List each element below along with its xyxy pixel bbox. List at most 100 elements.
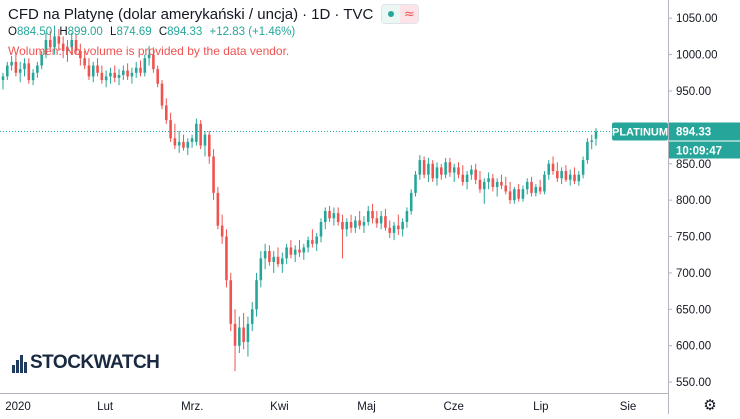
price-tick-label: 650.00 [676, 304, 711, 316]
low-value: 874.69 [116, 26, 152, 38]
candle-body [306, 240, 310, 248]
candle-body [134, 67, 138, 73]
candle-body [427, 163, 430, 175]
candle-body [440, 167, 443, 175]
candle-body [126, 70, 129, 77]
candle-body [594, 131, 598, 139]
countdown-bg [669, 141, 740, 159]
candle-body [543, 174, 546, 192]
candle-body [190, 138, 194, 142]
candle-body [508, 191, 512, 201]
candle-body [418, 160, 422, 175]
candle-body [1, 76, 5, 81]
price-tick-label: 550.00 [676, 377, 711, 389]
candle-body [435, 167, 439, 179]
candle-body [328, 211, 331, 219]
candle-body [405, 211, 409, 222]
candle-body [538, 187, 542, 192]
market-status-pill[interactable]: ≈ [381, 4, 420, 24]
high-key: H [59, 26, 68, 38]
candle-body [577, 174, 581, 182]
symbol-tag-label: PLATINUM [612, 126, 668, 138]
candle-body [272, 256, 276, 262]
separator: · [302, 5, 308, 23]
candle-body [246, 323, 250, 343]
candle-body [250, 309, 254, 324]
candle-body [31, 72, 35, 81]
time-tick-label: Lut [97, 401, 114, 413]
interval-label[interactable]: 1D [311, 5, 331, 23]
candle-body [122, 70, 125, 75]
candle-body [487, 178, 490, 182]
candle-body [302, 247, 306, 253]
ohlc-values: O884.50 H899.00 L874.69 C894.33 +12.83 (… [8, 26, 419, 42]
candle-body [336, 213, 340, 222]
candle-body [547, 163, 551, 175]
time-tick-label: Lip [533, 401, 548, 413]
candle-body [216, 192, 220, 226]
candle-body [371, 211, 374, 219]
candle-body [564, 171, 568, 180]
candle-body [366, 211, 370, 222]
candle-body [323, 211, 327, 222]
price-tick-label: 1000.00 [676, 50, 718, 62]
candle-body [199, 123, 202, 146]
candle-body [23, 63, 26, 70]
high-value: 899.00 [67, 26, 103, 38]
candle-body [289, 247, 293, 255]
candle-body [504, 185, 508, 192]
candle-body [263, 251, 267, 259]
candle-body [207, 134, 211, 157]
candle-body [478, 179, 482, 190]
candle-body [276, 256, 280, 265]
candle-body [100, 72, 104, 81]
candle-body [298, 249, 301, 253]
symbol-name[interactable]: CFD na Platynę (dolar amerykański / uncj… [8, 5, 299, 23]
time-tick-label: 2020 [5, 401, 31, 413]
candle-body [530, 181, 533, 193]
candle-body [560, 171, 563, 179]
candle-body [452, 167, 456, 173]
candle-body [422, 160, 426, 175]
separator: · [334, 5, 340, 23]
candle-body [203, 134, 207, 146]
candle-body [195, 123, 198, 142]
price-tick-label: 850.00 [676, 159, 711, 171]
time-tick-label: Kwi [270, 401, 289, 413]
candle-body [482, 181, 486, 190]
candle-body [57, 36, 61, 44]
price-tick-label: 700.00 [676, 268, 711, 280]
candle-body [388, 227, 392, 233]
candle-body [517, 189, 520, 199]
chart-legend: CFD na Platynę (dolar amerykański / uncj… [8, 4, 420, 58]
candle-body [401, 221, 404, 230]
candle-body [431, 163, 434, 179]
candle-body [568, 174, 572, 180]
gear-icon[interactable]: ⚙ [703, 396, 717, 414]
candle-body [83, 58, 86, 66]
candle-body [156, 69, 159, 84]
candle-body [315, 236, 318, 244]
candle-body [255, 280, 258, 310]
candle-body [117, 74, 121, 78]
candle-body [581, 160, 585, 175]
candle-body [27, 63, 31, 81]
candle-body [397, 225, 400, 230]
time-tick-label: Maj [357, 401, 376, 413]
candle-body [521, 189, 525, 199]
symbol-title-row: CFD na Platynę (dolar amerykański / uncj… [8, 4, 420, 24]
candle-body [53, 36, 56, 48]
price-tick-label: 800.00 [676, 195, 711, 207]
candle-body [186, 141, 190, 148]
open-value: 884.50 [16, 26, 53, 38]
source-label: TVC [343, 5, 374, 23]
change-value: +12.83 (+1.46%) [209, 26, 296, 38]
candle-body [345, 221, 349, 230]
candle-body [285, 247, 288, 259]
candle-body [18, 69, 22, 73]
candle-body [177, 141, 181, 146]
candle-body [444, 162, 447, 175]
candle-body [182, 141, 185, 148]
